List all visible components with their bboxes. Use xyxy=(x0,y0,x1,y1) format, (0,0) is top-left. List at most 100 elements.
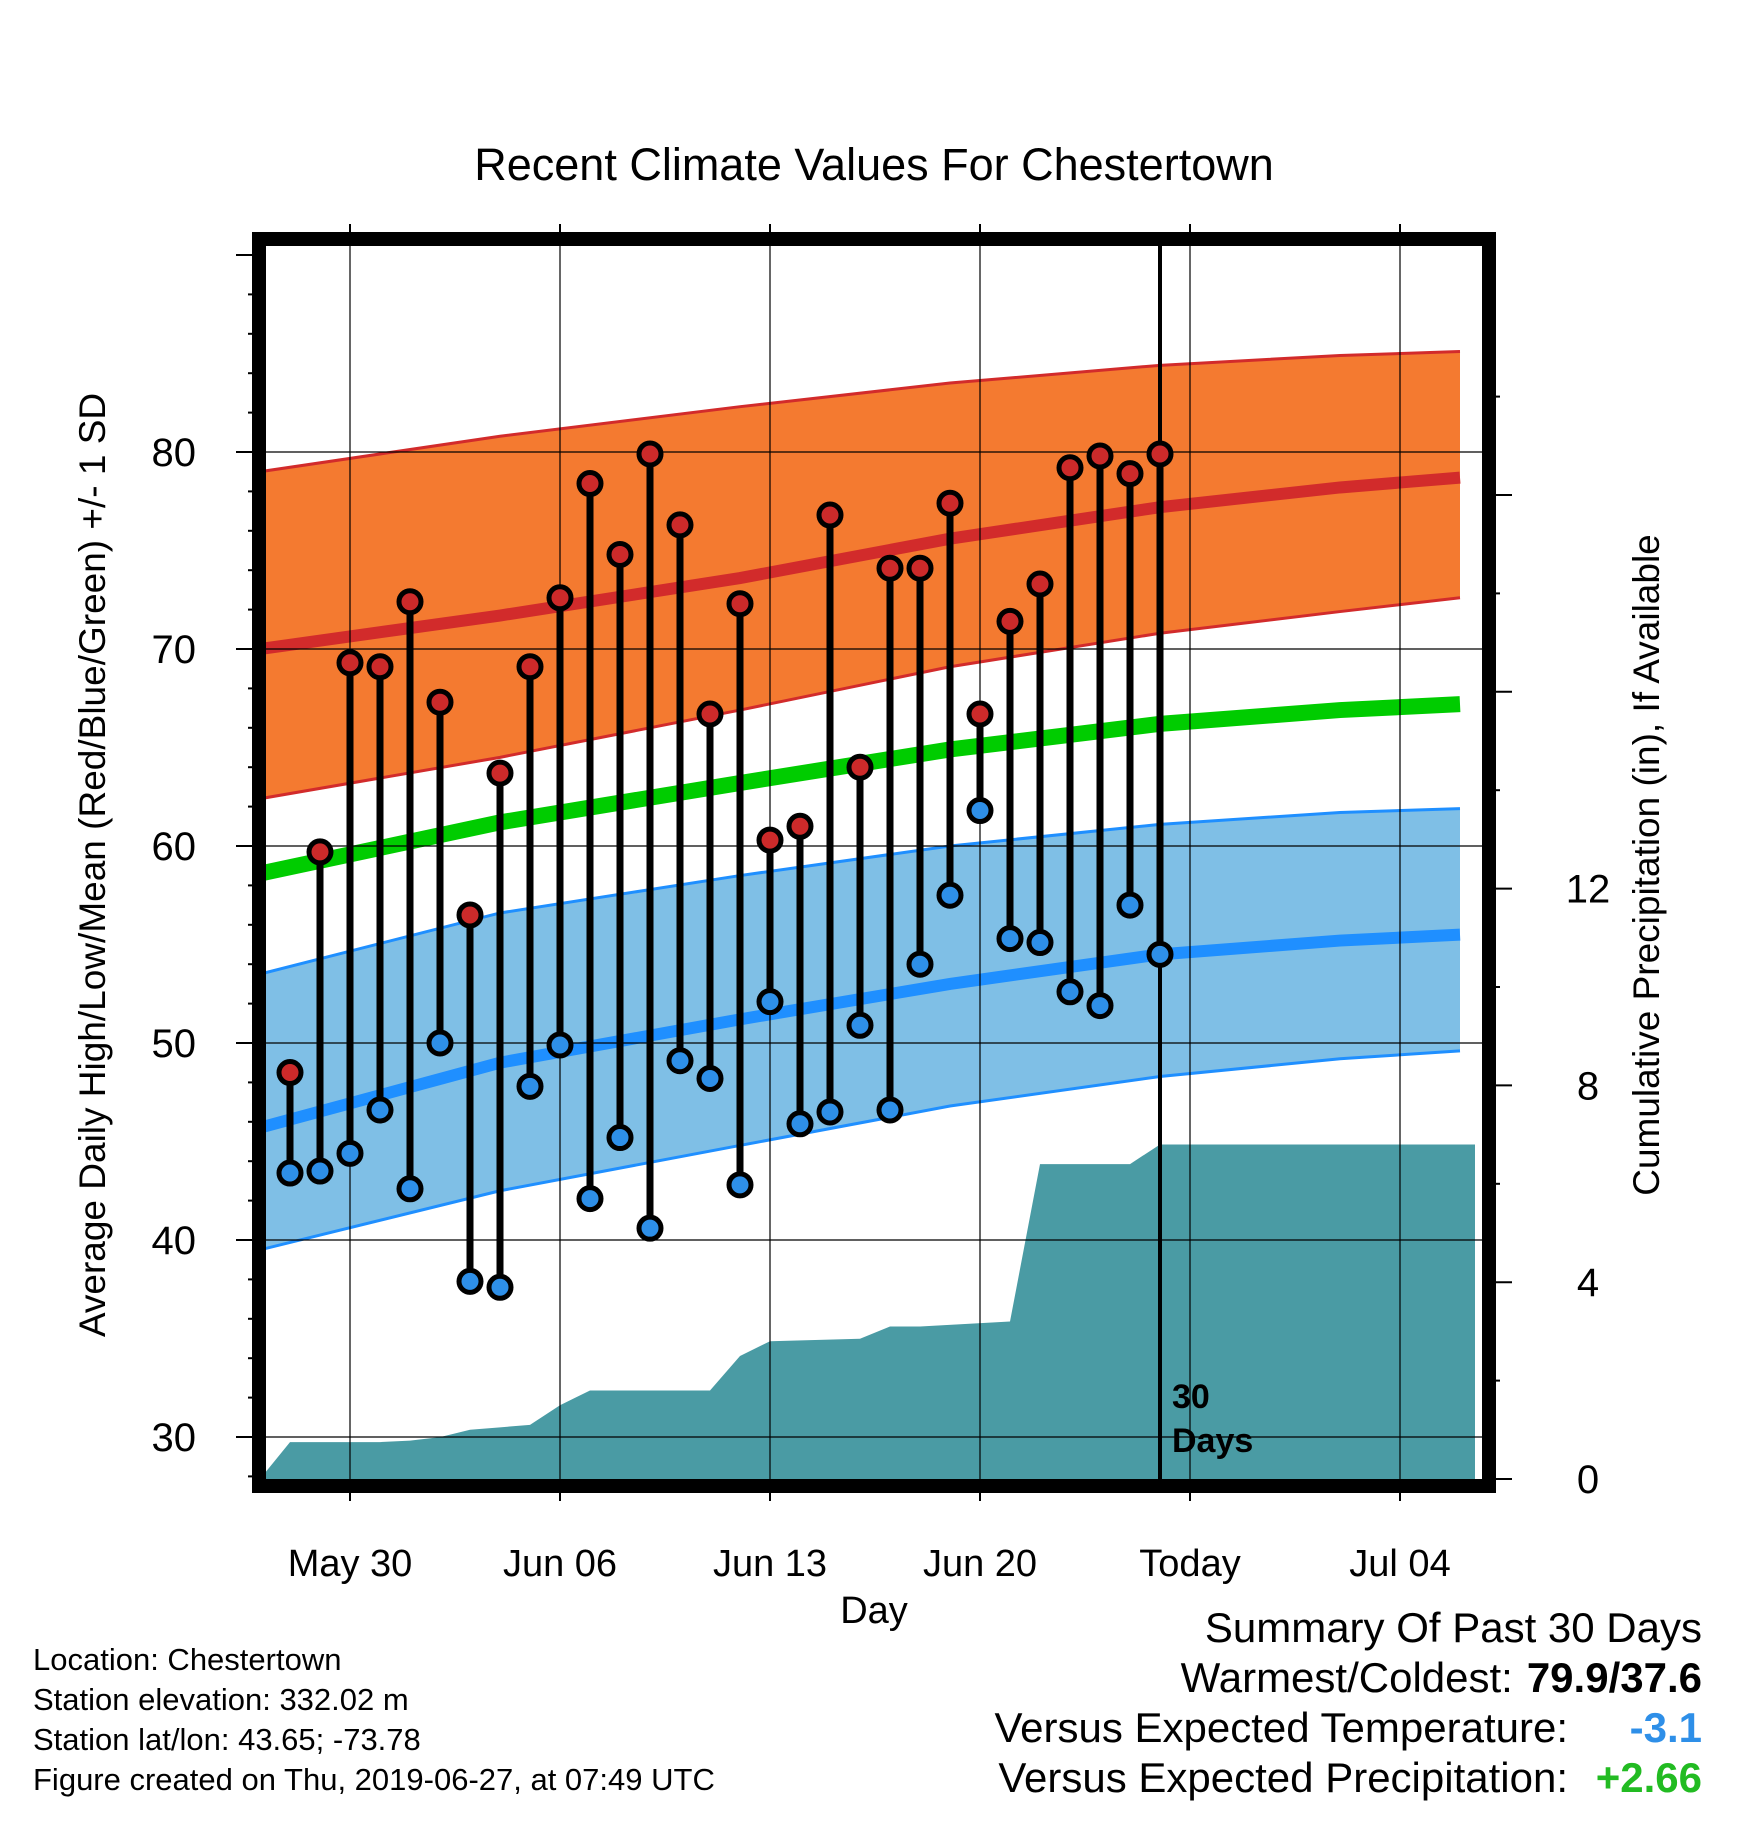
daily-high-point xyxy=(606,540,634,568)
y2-tick-label: 0 xyxy=(1577,1458,1599,1502)
daily-low-point xyxy=(996,925,1024,953)
daily-low-point xyxy=(1116,891,1144,919)
y2-axis-label: Cumulative Precipitation (in), If Availa… xyxy=(1626,534,1667,1196)
daily-high-point xyxy=(816,501,844,529)
daily-low-point xyxy=(546,1031,574,1059)
daily-high-point xyxy=(876,554,904,582)
y-tick-label: 50 xyxy=(152,1022,197,1066)
daily-high-point xyxy=(306,838,334,866)
daily-low-point xyxy=(786,1110,814,1138)
plot-frame xyxy=(252,232,1496,1493)
x-tick-label: Jun 06 xyxy=(503,1543,617,1585)
daily-high-point xyxy=(1116,460,1144,488)
latlon-text: Station lat/lon: 43.65; -73.78 xyxy=(33,1722,421,1757)
precip-anomaly-label: Versus Expected Precipitation: xyxy=(998,1754,1568,1801)
x-axis-label: Day xyxy=(840,1590,908,1632)
daily-low-point xyxy=(426,1029,454,1057)
daily-low-point xyxy=(846,1011,874,1039)
x-tick-label: Jun 13 xyxy=(713,1543,827,1585)
daily-high-point xyxy=(936,489,964,517)
daily-low-point xyxy=(1026,929,1054,957)
cumulative-precip-area xyxy=(266,1144,1475,1479)
daily-high-point xyxy=(1026,570,1054,598)
y-tick-label: 80 xyxy=(152,431,197,475)
x-tick-label: Jul 04 xyxy=(1349,1543,1450,1585)
plot-area: 30 Days May 30 Jun 06 Jun 13 Jun 20 Today Jul 0… xyxy=(152,224,1611,1585)
station-info: Location: Chestertown Station elevation:… xyxy=(33,1640,715,1800)
daily-low-point xyxy=(276,1159,304,1187)
daily-low-point xyxy=(726,1171,754,1199)
daily-low-point xyxy=(606,1124,634,1152)
y2-tick-label: 4 xyxy=(1577,1261,1599,1305)
temp-anomaly-row: Versus Expected Temperature: -3.1 xyxy=(994,1703,1702,1753)
warmest-coldest-value: 79.9/37.6 xyxy=(1526,1654,1702,1701)
daily-low-point xyxy=(366,1096,394,1124)
daily-high-point xyxy=(276,1059,304,1087)
daily-low-point xyxy=(906,950,934,978)
normal-high-band-upper-edge xyxy=(266,350,1461,473)
warmest-coldest-label: Warmest/Coldest: xyxy=(1180,1654,1513,1701)
daily-low-point xyxy=(306,1157,334,1185)
daily-high-point xyxy=(906,554,934,582)
daily-low-point xyxy=(576,1185,604,1213)
x-tick-label: Today xyxy=(1139,1543,1240,1585)
daily-high-point xyxy=(786,812,814,840)
precip-anomaly-row: Versus Expected Precipitation: +2.66 xyxy=(994,1753,1702,1803)
daily-low-point xyxy=(516,1072,544,1100)
daily-high-point xyxy=(756,826,784,854)
temp-anomaly-label: Versus Expected Temperature: xyxy=(994,1704,1568,1751)
x-tick-label: Jun 20 xyxy=(923,1543,1037,1585)
daily-low-point xyxy=(816,1098,844,1126)
today-days-label-line2: Days xyxy=(1172,1422,1253,1460)
daily-high-point xyxy=(396,588,424,616)
plot-inner: 30 Days xyxy=(266,246,1482,1479)
y-tick-label: 70 xyxy=(152,628,197,672)
daily-high-point xyxy=(366,653,394,681)
daily-low-point xyxy=(966,797,994,825)
daily-high-point xyxy=(576,470,604,498)
daily-high-point xyxy=(1086,442,1114,470)
y-axis-label: Average Daily High/Low/Mean (Red/Blue/Gr… xyxy=(72,393,113,1337)
y-tick-label: 60 xyxy=(152,825,197,869)
daily-high-point xyxy=(546,584,574,612)
daily-high-point xyxy=(726,590,754,618)
daily-high-point xyxy=(996,607,1024,635)
today-days-label-line1: 30 xyxy=(1172,1378,1210,1416)
warmest-coldest-row: Warmest/Coldest: 79.9/37.6 xyxy=(994,1653,1702,1703)
summary-panel: Summary Of Past 30 Days Warmest/Coldest:… xyxy=(994,1603,1702,1803)
precip-anomaly-value: +2.66 xyxy=(1595,1754,1702,1801)
daily-high-point xyxy=(966,700,994,728)
daily-low-point xyxy=(486,1273,514,1301)
daily-low-point xyxy=(876,1096,904,1124)
daily-high-point xyxy=(1146,440,1174,468)
daily-low-point xyxy=(936,881,964,909)
daily-high-point xyxy=(696,700,724,728)
created-text: Figure created on Thu, 2019-06-27, at 07… xyxy=(33,1762,715,1797)
daily-high-point xyxy=(456,901,484,929)
y-tick-label: 30 xyxy=(152,1416,197,1460)
daily-low-point xyxy=(636,1214,664,1242)
daily-low-point xyxy=(666,1047,694,1075)
daily-high-point xyxy=(846,753,874,781)
daily-high-point xyxy=(486,759,514,787)
daily-low-point xyxy=(1146,940,1174,968)
daily-low-point xyxy=(756,988,784,1016)
y2-tick-label: 12 xyxy=(1566,868,1611,912)
daily-high-point xyxy=(336,649,364,677)
daily-high-point xyxy=(516,653,544,681)
daily-low-point xyxy=(1056,978,1084,1006)
daily-low-point xyxy=(396,1175,424,1203)
daily-low-point xyxy=(696,1064,724,1092)
summary-title: Summary Of Past 30 Days xyxy=(1204,1604,1702,1651)
daily-high-point xyxy=(1056,454,1084,482)
x-tick-label: May 30 xyxy=(288,1543,413,1585)
chart-title: Recent Climate Values For Chestertown xyxy=(474,139,1274,190)
location-text: Location: Chestertown xyxy=(33,1642,342,1677)
y2-tick-label: 8 xyxy=(1577,1064,1599,1108)
daily-low-point xyxy=(456,1267,484,1295)
daily-high-point xyxy=(666,511,694,539)
daily-high-point xyxy=(426,688,454,716)
y-tick-label: 40 xyxy=(152,1219,197,1263)
daily-low-point xyxy=(1086,992,1114,1020)
